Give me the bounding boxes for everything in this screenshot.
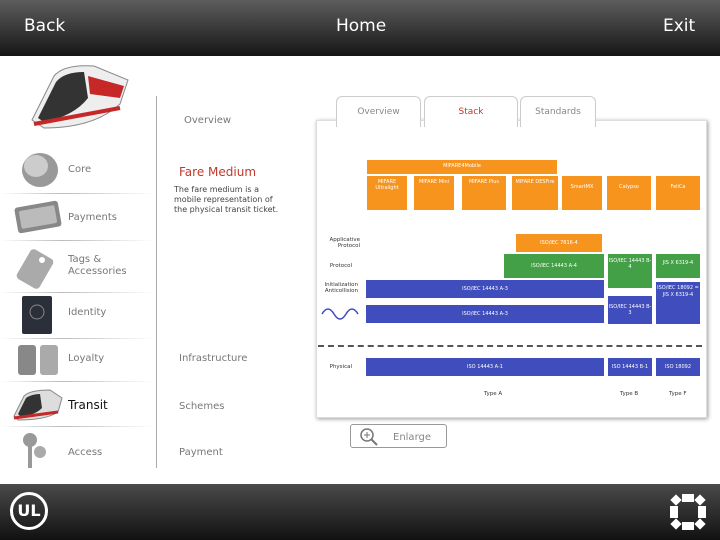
app-block: MIFARE Mini <box>414 176 454 210</box>
transit-icon[interactable] <box>10 386 64 422</box>
home-button[interactable]: Home <box>336 16 387 36</box>
brand-mark-icon <box>670 494 706 530</box>
iso-b3-block: ISO/IEC 14443 B-3 <box>608 296 652 324</box>
app-block: MIFARE DESFire <box>512 176 558 210</box>
sidebar-item-transit[interactable]: Transit <box>68 398 108 412</box>
back-button[interactable]: Back <box>24 16 66 36</box>
schemes-link[interactable]: Schemes <box>179 401 225 412</box>
divider <box>0 292 155 293</box>
core-icon[interactable] <box>18 150 62 190</box>
sidebar-item-payments[interactable]: Payments <box>68 212 117 223</box>
top-nav-bar <box>0 0 720 56</box>
divider <box>0 338 155 339</box>
app-block: MIFARE Plus <box>462 176 506 210</box>
sidebar-item-identity[interactable]: Identity <box>68 307 107 318</box>
enlarge-button[interactable]: Enlarge <box>350 424 447 448</box>
train-header-icon <box>31 65 129 129</box>
iso7816-block: ISO/IEC 7816-4 <box>516 234 602 252</box>
layer-label: Protocol <box>329 263 352 269</box>
sidebar-item-loyalty[interactable]: Loyalty <box>68 353 105 364</box>
iso-b1-block: ISO 14443 B-1 <box>608 358 652 376</box>
dashed-separator <box>318 345 702 347</box>
infrastructure-link[interactable]: Infrastructure <box>179 353 248 364</box>
type-label: Type F <box>669 391 687 397</box>
sidebar-item-core[interactable]: Core <box>68 164 92 175</box>
overview-link[interactable]: Overview <box>184 115 232 126</box>
bottom-bar <box>0 484 720 540</box>
fare-medium-description: The fare medium is a mobile representati… <box>174 185 279 214</box>
iso14443-3-block: ISO/IEC 14443 A-3 <box>366 280 604 298</box>
passport-icon[interactable] <box>20 294 54 336</box>
layer-label: Initialization Anticollision <box>324 282 358 294</box>
exit-button[interactable]: Exit <box>663 16 696 36</box>
iso-b4-block: ISO/IEC 14443 B-4 <box>608 254 652 288</box>
layer-label: Physical <box>329 364 352 370</box>
layer-label: Applicative Protocol <box>329 237 360 249</box>
zoom-icon <box>360 428 378 446</box>
iso18092-block: ISO 18092 <box>656 358 700 376</box>
app-block: FeliCa <box>656 176 700 210</box>
enlarge-label: Enlarge <box>393 432 431 443</box>
jis-block: JIS X 6319-4 <box>656 254 700 278</box>
column-divider <box>156 96 157 468</box>
iso14443-2-block: ISO/IEC 14443 A-3 <box>366 305 604 323</box>
type-label: Type A <box>484 391 503 397</box>
app-block: SmartMX <box>562 176 602 210</box>
app-block: Calypso <box>607 176 651 210</box>
tab-overview[interactable]: Overview <box>336 96 421 127</box>
divider <box>0 381 155 382</box>
sidebar-item-tags[interactable]: Tags & Accessories <box>68 254 127 277</box>
loyalty-icon[interactable] <box>14 341 62 379</box>
iso-a1-block: ISO 14443 A-1 <box>366 358 604 376</box>
divider <box>0 240 155 241</box>
divider <box>0 426 155 427</box>
payments-icon[interactable] <box>12 198 64 234</box>
wave-icon <box>321 308 359 320</box>
mifare4mobile-bar: MIFARE4Mobile <box>367 160 557 174</box>
divider <box>0 193 155 194</box>
sidebar-item-access[interactable]: Access <box>68 447 103 458</box>
fare-medium-title: Fare Medium <box>179 165 257 179</box>
payment-link[interactable]: Payment <box>179 447 223 458</box>
keys-icon[interactable] <box>20 430 50 472</box>
type-label: Type B <box>620 391 639 397</box>
tab-stack[interactable]: Stack <box>424 96 518 127</box>
iso14443-4-block: ISO/IEC 14443 A-4 <box>504 254 604 278</box>
app-block: MIFARE Ultralight <box>367 176 407 210</box>
iso-b3-right-block: ISO/IEC 18092 = JIS X 6319-4 <box>656 282 700 324</box>
tags-icon[interactable] <box>14 246 60 290</box>
ul-logo: UL <box>10 492 48 530</box>
tab-standards[interactable]: Standards <box>520 96 596 127</box>
